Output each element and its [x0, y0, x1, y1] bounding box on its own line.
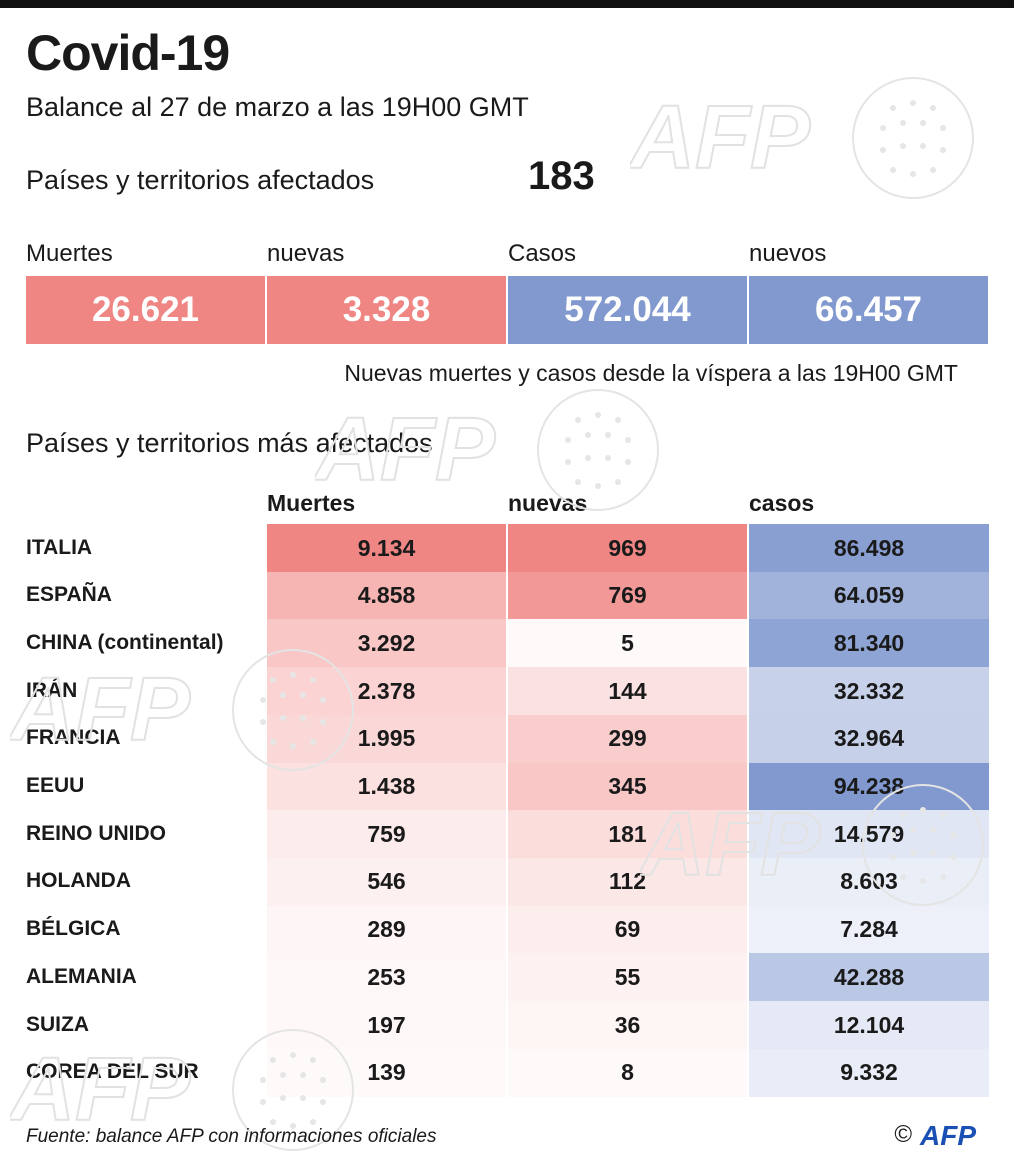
summary-label-new-deaths: nuevas	[267, 240, 345, 267]
row-label: ESPAÑA	[26, 583, 112, 607]
row-label: ALEMANIA	[26, 964, 137, 988]
table-cell-casos: 7.284	[749, 905, 989, 954]
table-cell-muertes: 4.858	[267, 571, 506, 620]
table-cell-nuevas: 112	[508, 857, 747, 906]
page-subtitle: Balance al 27 de marzo a las 19H00 GMT	[26, 92, 529, 122]
column-header-new-deaths: nuevas	[508, 490, 588, 516]
table-cell-casos: 12.104	[749, 1001, 989, 1049]
table-cell-nuevas: 345	[508, 762, 747, 811]
table-cell-muertes: 139	[267, 1048, 506, 1097]
source-note: Fuente: balance AFP con informaciones of…	[26, 1126, 437, 1147]
table-cell-muertes: 2.378	[267, 667, 506, 716]
svg-text:AFP: AFP	[630, 88, 811, 188]
table-cell-muertes: 289	[267, 905, 506, 954]
table-cell-casos: 94.238	[749, 762, 989, 811]
row-label: CHINA (continental)	[26, 630, 224, 654]
table-cell-nuevas: 8	[508, 1048, 747, 1097]
summary-value-new-deaths: 3.328	[267, 276, 506, 344]
copyright: © AFP	[894, 1120, 988, 1150]
afp-watermark-icon: AFP	[630, 77, 974, 199]
table-cell-casos: 42.288	[749, 953, 989, 1002]
table-cell-muertes: 546	[267, 857, 506, 906]
row-label: IRÁN	[26, 678, 78, 702]
table-cell-nuevas: 5	[508, 619, 747, 668]
row-label: COREA DEL SUR	[26, 1060, 199, 1084]
table-cell-casos: 81.340	[749, 619, 989, 668]
summary-note: Nuevas muertes y casos desde la víspera …	[344, 360, 958, 386]
table-cell-casos: 14.579	[749, 810, 989, 859]
table-cell-nuevas: 969	[508, 524, 747, 572]
summary-label-cases: Casos	[508, 240, 577, 267]
table-cell-muertes: 3.292	[267, 619, 506, 668]
section-title: Países y territorios más afectados	[26, 428, 433, 458]
row-label: ITALIA	[26, 535, 93, 559]
row-label: BÉLGICA	[26, 917, 121, 941]
table-cell-muertes: 253	[267, 953, 506, 1002]
table-cell-muertes: 9.134	[267, 524, 506, 572]
copyright-symbol: ©	[894, 1121, 912, 1148]
affected-count: 183	[528, 154, 595, 198]
table-cell-muertes: 197	[267, 1001, 506, 1049]
table-cell-nuevas: 69	[508, 905, 747, 954]
table-cell-casos: 86.498	[749, 524, 989, 572]
table-cell-nuevas: 36	[508, 1001, 747, 1049]
table-cell-nuevas: 769	[508, 571, 747, 620]
table-cell-nuevas: 55	[508, 953, 747, 1002]
summary-value-deaths: 26.621	[26, 276, 265, 344]
table-cell-casos: 32.964	[749, 714, 989, 763]
svg-text:AFP: AFP	[919, 1120, 976, 1150]
table-cell-casos: 64.059	[749, 571, 989, 620]
table-cell-nuevas: 144	[508, 667, 747, 716]
table-cell-casos: 9.332	[749, 1048, 989, 1097]
table-cell-muertes: 759	[267, 810, 506, 859]
row-label: EEUU	[26, 774, 85, 797]
column-header-deaths: Muertes	[267, 490, 356, 516]
table-cell-muertes: 1.995	[267, 714, 506, 763]
column-header-cases: casos	[749, 490, 815, 516]
summary-label-new-cases: nuevos	[749, 240, 827, 267]
page-title: Covid-19	[26, 25, 230, 81]
table-cell-nuevas: 299	[508, 714, 747, 763]
summary-label-deaths: Muertes	[26, 240, 113, 267]
row-label: HOLANDA	[26, 869, 131, 893]
table-cell-casos: 32.332	[749, 667, 989, 716]
summary-value-cases: 572.044	[508, 276, 747, 344]
affected-label: Países y territorios afectados	[26, 165, 375, 195]
summary-value-new-cases: 66.457	[749, 276, 988, 344]
table-cell-muertes: 1.438	[267, 762, 506, 811]
top-bar	[0, 0, 1014, 8]
afp-logo-icon: AFP	[919, 1120, 976, 1150]
row-label: FRANCIA	[26, 726, 121, 750]
table-cell-nuevas: 181	[508, 810, 747, 859]
row-label: SUIZA	[26, 1012, 89, 1036]
table-cell-casos: 8.603	[749, 857, 989, 906]
row-label: REINO UNIDO	[26, 821, 167, 845]
